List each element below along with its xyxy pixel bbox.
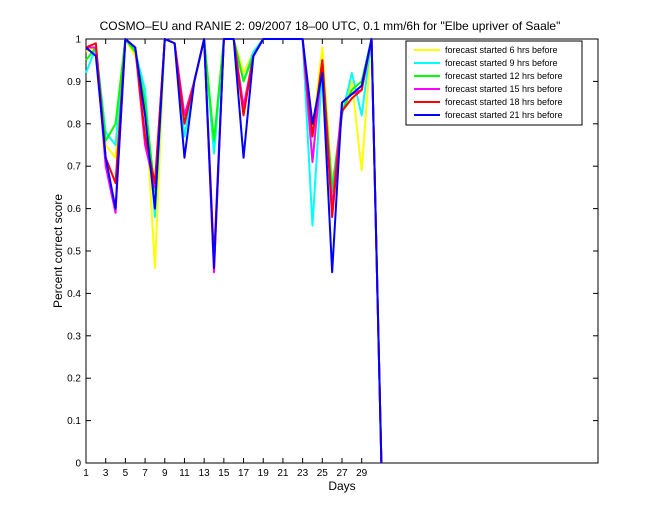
y-axis: 0 0.1 0.2 0.3 0.4 0.5 0.6 0.7 0.8 0.9 1 — [67, 35, 598, 470]
y-tick-label: 0 — [75, 459, 81, 470]
y-tick-label: 0.4 — [67, 289, 81, 300]
series-layer — [85, 38, 383, 464]
legend-box — [405, 40, 583, 126]
y-tick-label: 0.1 — [67, 416, 81, 427]
x-tick-label: 5 — [123, 468, 129, 479]
legend-label-6: forecast started 21 hrs before — [445, 110, 563, 120]
series-line-6 — [85, 38, 383, 464]
legend-label-4: forecast started 15 hrs before — [445, 84, 563, 94]
x-tick-label: 1 — [83, 468, 89, 479]
x-tick-label: 29 — [356, 468, 368, 479]
y-tick-label: 0.3 — [67, 331, 81, 342]
x-tick-label: 13 — [199, 468, 211, 479]
x-tick-label: 17 — [238, 468, 250, 479]
y-tick-label: 0.5 — [67, 247, 81, 258]
legend-label-2: forecast started 9 hrs before — [445, 58, 558, 68]
legend-label-5: forecast started 18 hrs before — [445, 97, 563, 107]
x-tick-label: 19 — [258, 468, 270, 479]
x-tick-label: 23 — [297, 468, 309, 479]
y-axis-title: Percent correct score — [51, 194, 65, 308]
x-tick-label: 11 — [179, 468, 190, 479]
x-tick-label: 27 — [336, 468, 348, 479]
chart-title: COSMO–EU and RANIE 2: 09/2007 18–00 UTC,… — [100, 19, 561, 33]
y-tick-label: 0.2 — [67, 374, 81, 385]
x-tick-label: 3 — [103, 468, 109, 479]
x-tick-label: 9 — [162, 468, 168, 479]
y-tick-label: 0.6 — [67, 204, 81, 215]
x-tick-label: 15 — [218, 468, 230, 479]
y-tick-label: 0.9 — [67, 77, 81, 88]
y-tick-label: 0.8 — [67, 119, 81, 130]
legend: forecast started 6 hrs before forecast st… — [405, 40, 583, 126]
x-axis-title: Days — [328, 479, 355, 493]
y-tick-label: 1 — [75, 35, 81, 46]
legend-label-1: forecast started 6 hrs before — [445, 45, 558, 55]
legend-label-3: forecast started 12 hrs before — [445, 71, 563, 81]
x-tick-label: 25 — [317, 468, 329, 479]
y-tick-label: 0.7 — [67, 162, 81, 173]
x-tick-label: 7 — [142, 468, 148, 479]
x-tick-label: 21 — [277, 468, 289, 479]
